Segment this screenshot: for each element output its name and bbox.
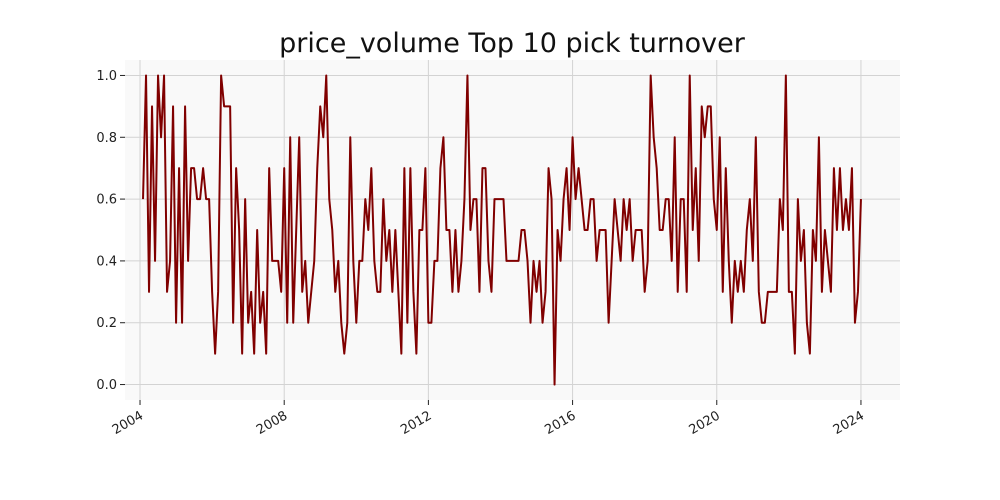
y-tick-label: 0.2: [96, 316, 117, 331]
y-tick-label: 0.4: [96, 254, 117, 269]
turnover-series-line: [142, 74, 862, 386]
y-tick-label: 0.0: [96, 378, 117, 393]
y-tick-label: 0.8: [96, 131, 117, 146]
y-axis: 0.0 0.2 0.4 0.6 0.8 1.0: [96, 69, 125, 393]
chart-title: price_volume Top 10 pick turnover: [279, 28, 746, 59]
y-tick-label: 1.0: [96, 69, 117, 84]
y-tick-label: 0.6: [96, 193, 117, 208]
